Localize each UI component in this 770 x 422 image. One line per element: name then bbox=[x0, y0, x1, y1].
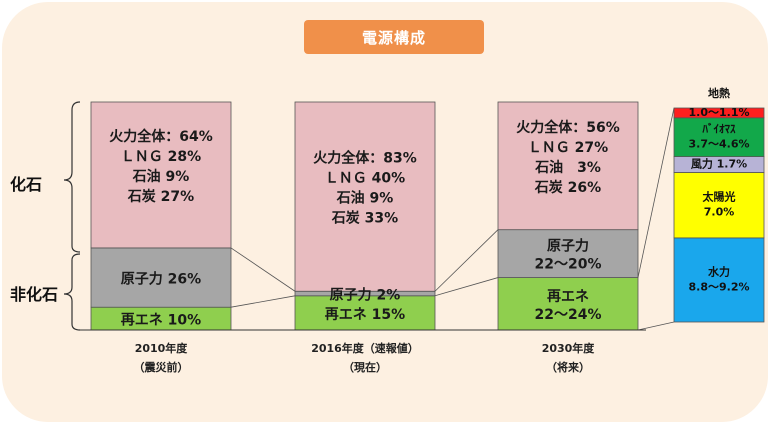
category-label: 2016年度（速報値） bbox=[311, 341, 419, 355]
bars-layer bbox=[90, 101, 639, 331]
segment-label-renewable-line: 再エネ bbox=[547, 289, 589, 305]
labels-layer: 再エネ 10% 原子力 26% 火力全体：64% ＬＮＧ 28% 石油 9% 石炭 27%… bbox=[109, 86, 749, 374]
breakdown-segment-geothermal bbox=[673, 107, 765, 119]
bar-segment-renewable bbox=[294, 295, 436, 331]
connector-renewable bbox=[434, 277, 499, 297]
breakdown-segment-hydro bbox=[673, 237, 765, 323]
category-sublabel: （将来） bbox=[546, 360, 590, 374]
breakdown-label-solar-line: 7.0% bbox=[704, 206, 735, 219]
stacked-bar-chart: 化石 非化石 再エネ 10% 原子力 26% 火力全体：64% ＬＮＧ 28% 石油 9… bbox=[10, 86, 765, 374]
segment-label-renewable-line: 22～24% bbox=[535, 307, 602, 323]
segment-label-nuclear-line: 原子力 26% bbox=[121, 271, 201, 288]
breakdown-segment-solar bbox=[673, 172, 765, 239]
segment-label-renewable-line: 再エネ 15% bbox=[325, 307, 405, 323]
segment-label-nuclear-line: 原子力 2% bbox=[330, 287, 401, 304]
breakdown-label-geothermal-line: 1.0～1.1% bbox=[689, 106, 750, 119]
renewable-breakdown-bar bbox=[673, 107, 765, 323]
segment-label-thermal-line: ＬＮＧ 28% bbox=[121, 149, 201, 165]
bar-segment-nuclear bbox=[90, 247, 232, 308]
breakdown-label-geothermal-name: 地熱 bbox=[708, 86, 730, 100]
category-label: 2030年度 bbox=[542, 341, 596, 355]
segment-label-thermal-line: ＬＮＧ 40% bbox=[325, 171, 405, 187]
segment-label-nuclear-line: 22～20% bbox=[535, 257, 602, 273]
bar-segment-thermal bbox=[90, 101, 232, 249]
segment-label-thermal-line: ＬＮＧ 27% bbox=[528, 140, 608, 156]
non-fossil-label: 非化石 bbox=[10, 285, 58, 304]
breakdown-label-biomass-line: ﾊﾞｲｵﾏｽ bbox=[702, 122, 736, 136]
segment-label-thermal-line: 石炭 33% bbox=[331, 210, 398, 227]
fossil-brace bbox=[63, 101, 81, 253]
breakdown-label-hydro-line: 8.8～9.2% bbox=[689, 280, 750, 293]
segment-label-thermal-line: 火力全体：56% bbox=[516, 119, 620, 136]
connector-lines bbox=[230, 107, 675, 331]
breakdown-label-wind-line: 風力 1.7% bbox=[691, 157, 747, 171]
connector-nuclear bbox=[230, 247, 296, 292]
connector-breakdown-top bbox=[637, 107, 675, 278]
connector-nuclear bbox=[434, 229, 499, 292]
category-sublabel: （震災前） bbox=[134, 360, 189, 374]
breakdown-label-solar-line: 太陽光 bbox=[702, 190, 736, 204]
segment-label-thermal-line: 石油 3% bbox=[534, 159, 601, 176]
connector-renewable bbox=[230, 295, 296, 308]
bar-segment-thermal bbox=[294, 101, 436, 292]
segment-label-thermal-line: 火力全体：83% bbox=[313, 150, 417, 167]
breakdown-label-biomass-line: 3.7～4.6% bbox=[689, 138, 750, 151]
breakdown-label-hydro-line: 水力 bbox=[708, 264, 730, 278]
connector-breakdown-bottom bbox=[637, 321, 675, 331]
segment-label-nuclear-line: 原子力 bbox=[547, 238, 589, 255]
chart-title: 電源構成 bbox=[304, 20, 484, 54]
segment-label-renewable-line: 再エネ 10% bbox=[121, 313, 201, 329]
segment-label-thermal-line: 石炭 27% bbox=[127, 188, 194, 205]
bar-segment-thermal bbox=[497, 101, 639, 231]
category-label: 2010年度 bbox=[135, 341, 189, 355]
fossil-label: 化石 bbox=[10, 175, 42, 194]
category-sublabel: （現在） bbox=[343, 360, 387, 374]
segment-label-thermal-line: 火力全体：64% bbox=[109, 128, 213, 145]
segment-label-thermal-line: 石油 9% bbox=[132, 168, 190, 185]
non-fossil-brace bbox=[63, 253, 81, 331]
segment-label-thermal-line: 石油 9% bbox=[336, 190, 394, 207]
segment-label-thermal-line: 石炭 26% bbox=[534, 179, 601, 196]
